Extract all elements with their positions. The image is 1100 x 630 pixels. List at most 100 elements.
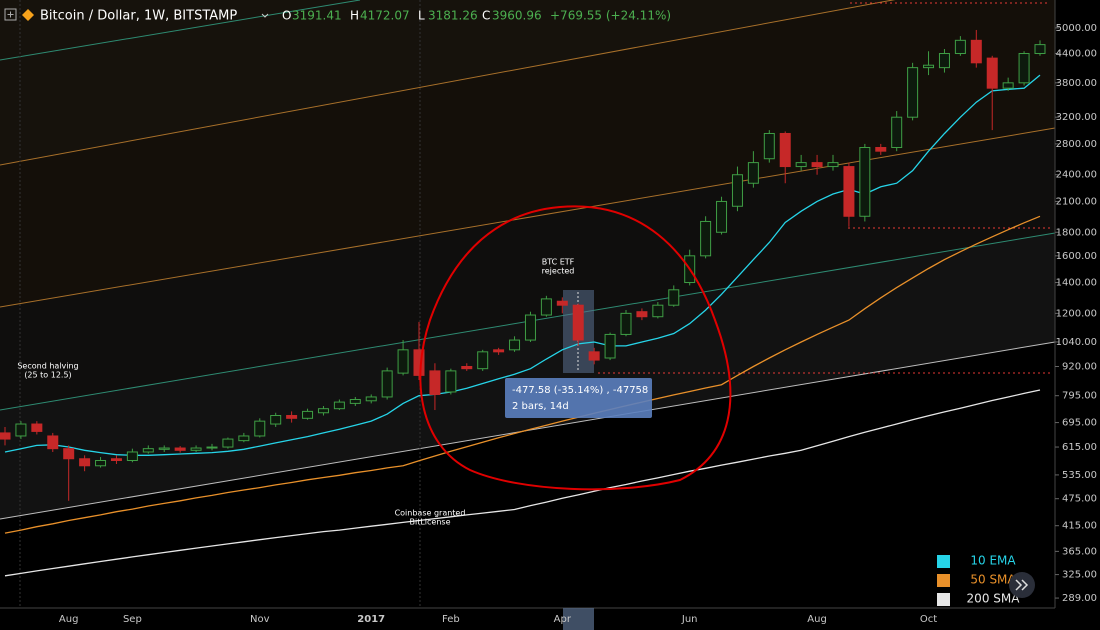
- candle-body: [588, 351, 600, 361]
- candle-body: [716, 200, 728, 233]
- candle-body: [1034, 44, 1046, 55]
- candle-body: [859, 147, 871, 217]
- candle-body: [142, 448, 154, 453]
- y-tick-label: 4400.00: [1056, 49, 1097, 60]
- ohlc-value: 3191.41: [292, 9, 342, 23]
- candle-body: [206, 446, 218, 449]
- x-tick-label: Aug: [59, 614, 79, 625]
- candle-body: [429, 370, 441, 395]
- y-tick-label: 2400.00: [1056, 170, 1097, 181]
- title-dropdown[interactable]: [261, 13, 269, 18]
- candle-body: [270, 415, 282, 425]
- plot: [0, 29, 1046, 577]
- y-tick-label: 289.00: [1062, 593, 1097, 604]
- candle-body: [302, 410, 314, 419]
- y-tick-label: 615.00: [1062, 442, 1097, 453]
- legend-label: 10 EMA: [970, 554, 1016, 568]
- candle-body: [954, 39, 966, 55]
- candle-body: [381, 370, 393, 398]
- candle-body: [493, 349, 505, 353]
- ohlc-value: 3960.96: [492, 9, 542, 23]
- axes: 5000.00 4400.00 3800.00 3200.00 2800.00 2400.…: [59, 23, 1097, 625]
- candle-body: [923, 64, 935, 69]
- candle-body: [15, 423, 27, 437]
- candle-body: [445, 370, 457, 393]
- candle-body: [540, 298, 552, 316]
- measure-text: -477.58 (-35.14%) , -47758: [512, 385, 648, 396]
- y-tick-label: 1800.00: [1056, 227, 1097, 238]
- y-tick-label: 475.00: [1062, 494, 1097, 505]
- trend-line: [0, 0, 896, 166]
- candle-body: [1018, 53, 1030, 84]
- y-axis-panel: [1055, 0, 1100, 630]
- candle-body: [795, 162, 807, 168]
- candle-body: [652, 304, 664, 318]
- x-tick-label: Aug: [807, 614, 827, 625]
- candle-body: [636, 311, 648, 318]
- candle-body: [397, 349, 409, 374]
- annotation: BTC ETF: [542, 258, 575, 267]
- channel-band: [0, 128, 1055, 410]
- measure-box: [505, 378, 652, 418]
- candle-body: [317, 408, 329, 414]
- expand-icon[interactable]: [4, 8, 17, 21]
- candle-body: [668, 289, 680, 306]
- y-tick-label: 920.00: [1062, 361, 1097, 372]
- candle-body: [1002, 82, 1014, 89]
- candle-body: [763, 132, 775, 160]
- candle-body: [938, 53, 950, 69]
- candle-body: [158, 447, 170, 450]
- candle-body: [986, 57, 998, 89]
- channel-band: [0, 0, 1055, 165]
- candle-body: [700, 220, 712, 257]
- candle-body: [907, 67, 919, 118]
- x-tick-label: 2017: [357, 614, 385, 625]
- y-tick-label: 1400.00: [1056, 278, 1097, 289]
- y-tick-label: 365.00: [1062, 546, 1097, 557]
- channel-band: [0, 0, 1055, 307]
- y-tick-label: 3800.00: [1056, 78, 1097, 89]
- candle-body: [79, 458, 91, 467]
- measure-range-axis: [563, 608, 594, 630]
- y-tick-label: 415.00: [1062, 521, 1097, 532]
- candle-body: [95, 459, 107, 467]
- y-tick-label: 1200.00: [1056, 308, 1097, 319]
- annotation: Second halving: [17, 362, 78, 371]
- candle-body: [875, 147, 887, 152]
- legend-swatch: [937, 574, 950, 587]
- channel-band: [0, 233, 1055, 519]
- x-tick-label: Jun: [681, 614, 698, 625]
- annotation: rejected: [542, 267, 575, 276]
- candle-body: [524, 314, 536, 341]
- y-tick-label: 695.00: [1062, 418, 1097, 429]
- candle-body: [174, 447, 186, 451]
- candle-body: [254, 420, 266, 437]
- highlight-circle: [419, 205, 732, 491]
- chart-title[interactable]: Bitcoin / Dollar, 1W, BITSTAMP: [40, 9, 237, 24]
- candle-body: [31, 423, 43, 432]
- candle-body: [891, 116, 903, 149]
- y-tick-label: 3200.00: [1056, 112, 1097, 123]
- ohlc-label: O: [282, 9, 291, 23]
- legend-label: 50 SMA: [970, 573, 1016, 587]
- candle-body: [333, 401, 345, 410]
- indicator-line: [4, 215, 1041, 534]
- y-tick-label: 795.00: [1062, 391, 1097, 402]
- candle-body: [843, 166, 855, 217]
- candle-body: [827, 162, 839, 168]
- ohlc-label: L: [418, 9, 425, 23]
- change-label: +769.55 (+24.11%): [550, 9, 671, 23]
- candle-body: [190, 447, 202, 451]
- x-tick-label: Apr: [554, 614, 572, 625]
- candle-body: [731, 174, 743, 207]
- measure-text: 2 bars, 14d: [512, 401, 569, 412]
- indicator-line: [4, 389, 1041, 577]
- expand-icon-plus: [7, 11, 14, 18]
- candle-body: [572, 304, 584, 341]
- y-tick-label: 2100.00: [1056, 196, 1097, 207]
- candle-body: [413, 349, 425, 376]
- candle-body: [110, 458, 122, 461]
- candle-body: [126, 451, 138, 461]
- candle-body: [811, 162, 823, 168]
